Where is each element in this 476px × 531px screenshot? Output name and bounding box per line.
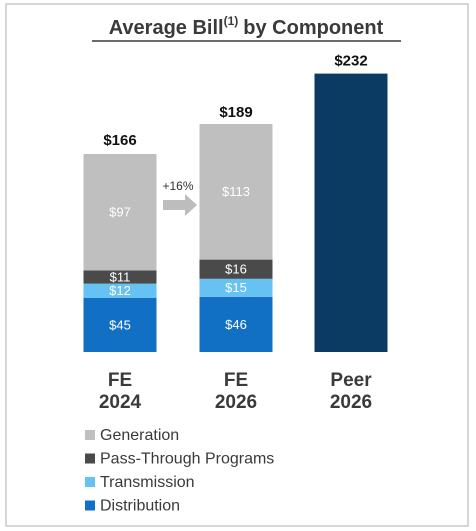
value-label: $11	[110, 269, 131, 284]
bar-segment	[83, 283, 157, 298]
chart-title: Average Bill(1) by Component	[109, 14, 384, 39]
legend-swatch	[85, 500, 95, 511]
bar-segment	[83, 270, 157, 284]
growth-arrow	[163, 194, 197, 216]
legend-label: Transmission	[100, 474, 195, 491]
legend-swatch	[85, 477, 95, 487]
bar-segment	[83, 298, 157, 352]
total-label: $232	[334, 53, 367, 70]
bar-segment	[199, 259, 273, 279]
bar	[314, 73, 388, 352]
legend-swatch	[85, 430, 95, 440]
legend-label: Generation	[100, 427, 179, 444]
value-label: $12	[109, 283, 131, 298]
value-label: $46	[225, 317, 247, 332]
legend-swatch	[85, 453, 95, 464]
x-tick-label: FE 2024	[98, 370, 142, 413]
bar-segment	[199, 278, 273, 297]
bar-segment	[199, 124, 273, 260]
x-tick-label: Peer 2026	[329, 370, 373, 413]
value-label: $97	[109, 205, 131, 220]
legend-label: Distribution	[100, 498, 180, 515]
title-suffix: by Component	[243, 17, 383, 39]
total-label: $189	[219, 104, 252, 121]
total-label: $166	[103, 132, 136, 149]
value-label: $16	[225, 262, 247, 277]
value-label: $45	[109, 317, 131, 332]
value-label: $113	[222, 184, 250, 199]
title-main: Average Bill	[109, 17, 224, 39]
legend-label: Pass-Through Programs	[100, 451, 274, 468]
annotation: +16%	[162, 179, 193, 193]
bar-segment	[83, 154, 157, 271]
value-label: $15	[225, 280, 247, 295]
title-note: (1)	[224, 14, 239, 28]
frame	[5, 3, 469, 527]
bar-segment	[199, 296, 273, 352]
x-tick-label: FE 2026	[214, 370, 258, 413]
